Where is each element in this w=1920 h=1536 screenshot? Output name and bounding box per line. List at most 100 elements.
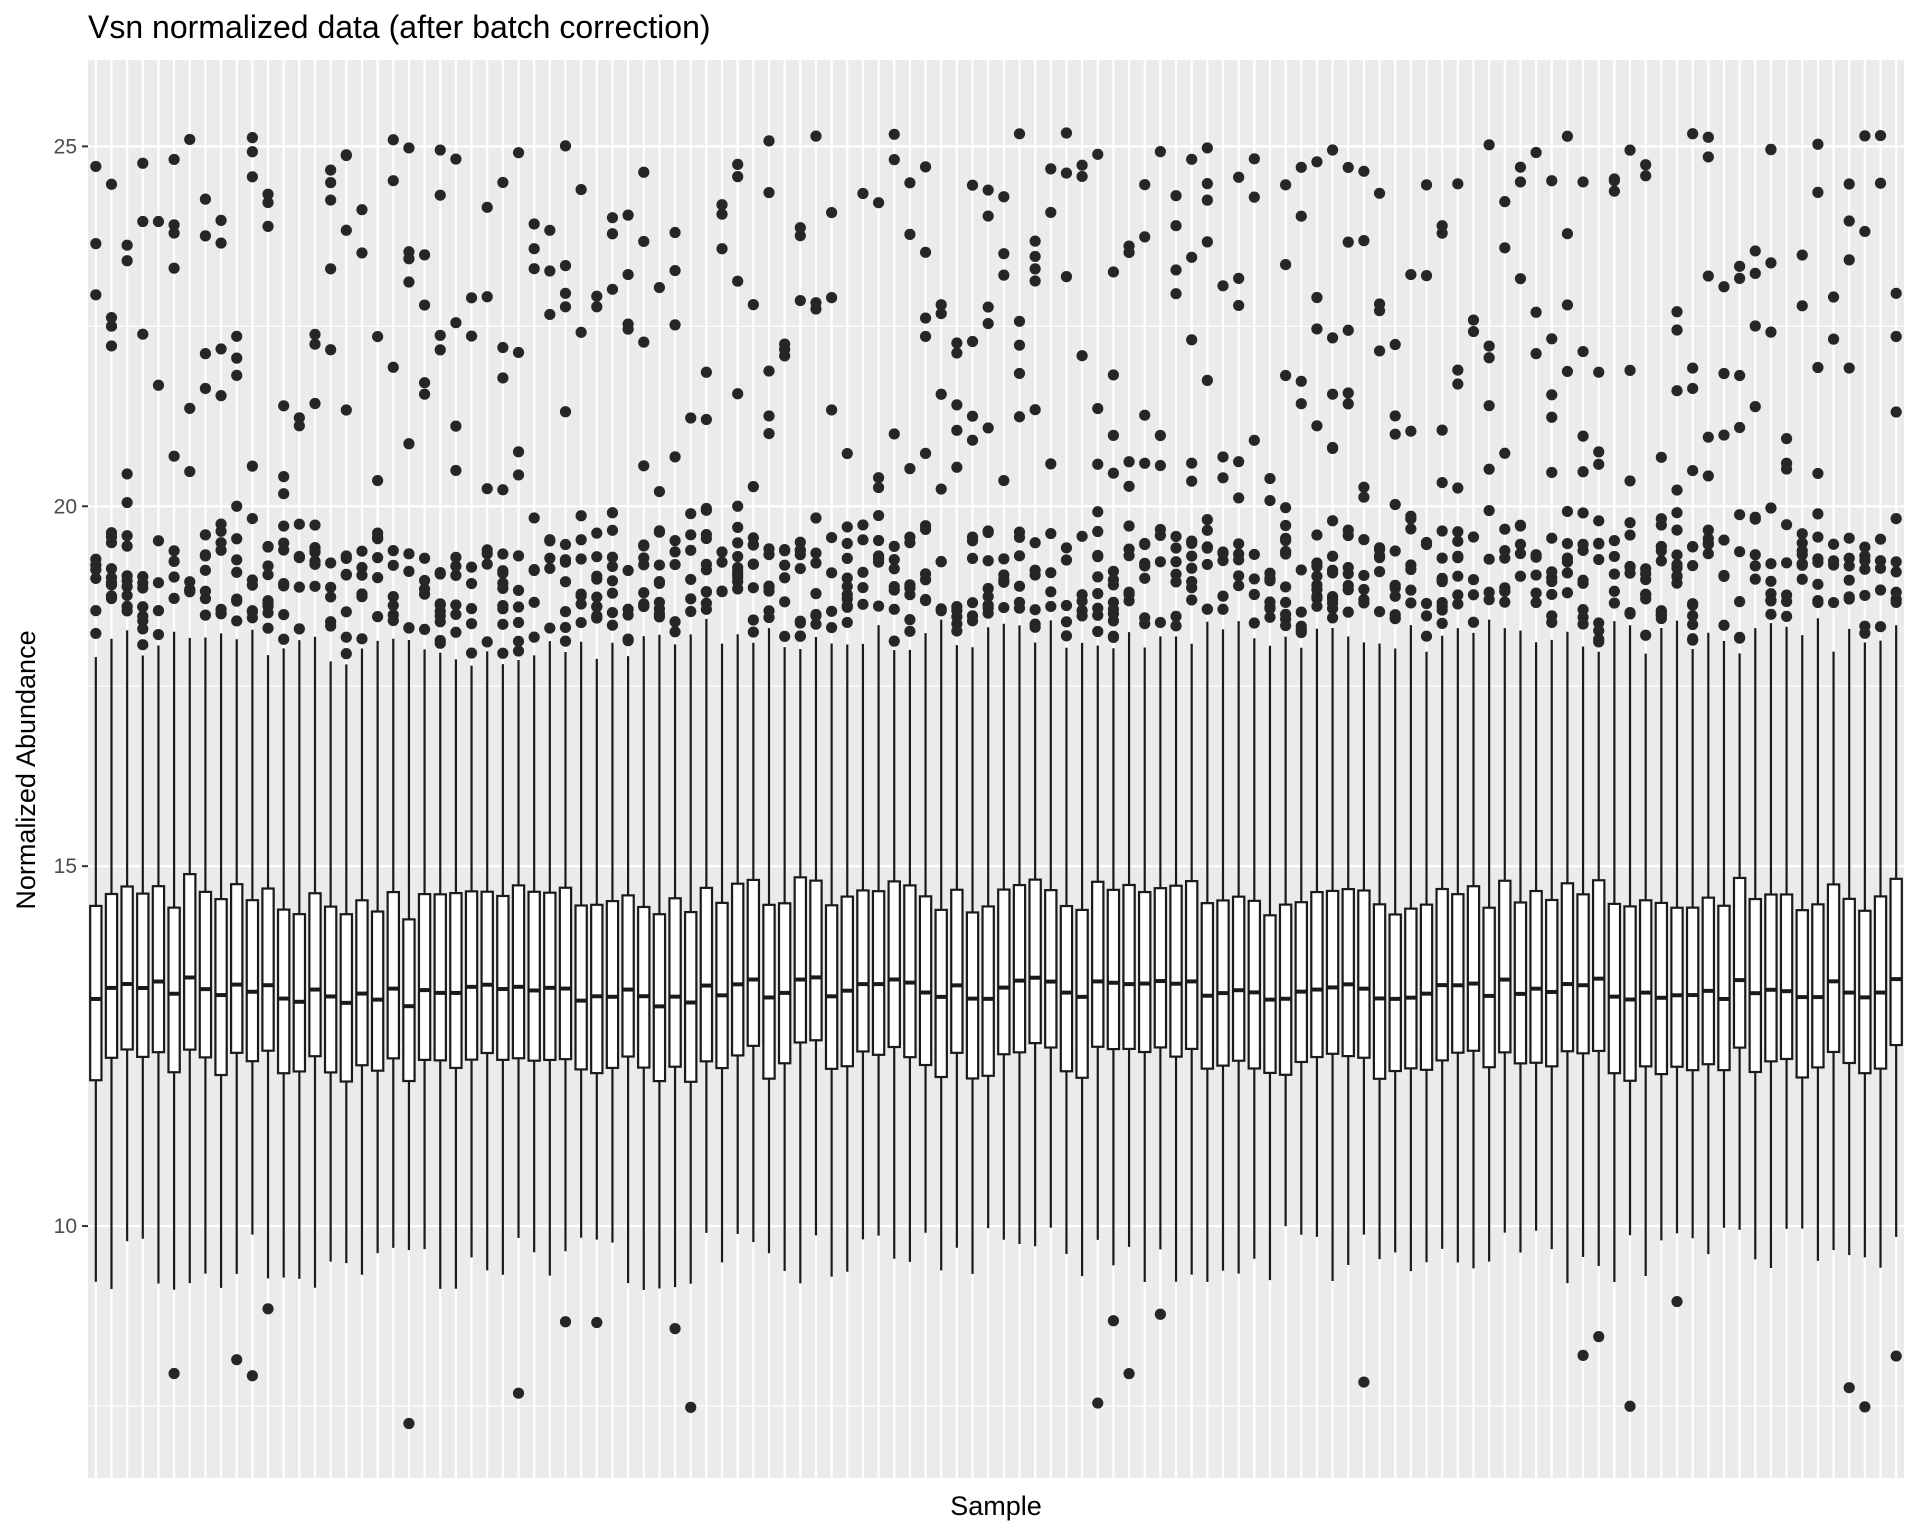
box-iqr (887, 880, 901, 1049)
outlier-point (1608, 185, 1620, 197)
outlier-point (1217, 554, 1229, 567)
outlier-point (1342, 606, 1354, 618)
box-iqr (605, 900, 620, 1070)
outlier-point (1029, 537, 1041, 549)
outlier-point (325, 164, 337, 176)
outlier-point (1546, 466, 1558, 479)
outlier-point (1233, 492, 1245, 504)
outlier-point (700, 366, 712, 378)
outlier-point (137, 623, 149, 635)
outlier-point (1420, 270, 1433, 282)
outlier-point (1123, 1368, 1135, 1380)
outlier-point (1170, 288, 1182, 300)
outlier-point (1499, 544, 1511, 557)
outlier-point (888, 553, 900, 566)
outlier-point (481, 636, 493, 648)
outlier-point (904, 531, 916, 543)
outlier-point (638, 235, 650, 248)
box-iqr (308, 892, 322, 1058)
box-iqr (1529, 889, 1543, 1064)
outlier-point (1859, 627, 1871, 639)
outlier-point (1311, 323, 1323, 335)
outlier-point (1342, 568, 1354, 580)
outlier-point (1780, 519, 1793, 531)
outlier-point (1593, 553, 1605, 566)
outlier-point (1358, 569, 1370, 582)
outlier-point (1796, 537, 1808, 549)
box-iqr (402, 918, 416, 1083)
outlier-point (1076, 170, 1088, 183)
box-iqr (840, 895, 855, 1068)
outlier-point (622, 209, 634, 221)
outlier-point (1561, 299, 1574, 311)
sample-box (527, 218, 541, 1253)
outlier-point (1436, 424, 1448, 436)
outlier-point (1186, 457, 1198, 469)
outlier-point (1890, 513, 1902, 525)
box-iqr (1357, 889, 1371, 1059)
outlier-point (1577, 577, 1589, 589)
outlier-point (231, 1354, 243, 1366)
outlier-point (575, 553, 587, 565)
outlier-point (1311, 291, 1323, 304)
outlier-point (1687, 362, 1699, 374)
sample-box (1028, 235, 1042, 1247)
outlier-point (935, 388, 947, 400)
sample-box (151, 215, 166, 1284)
outlier-point (512, 469, 525, 481)
sample-box (871, 197, 886, 1236)
outlier-point (732, 537, 744, 549)
outlier-point (1890, 406, 1902, 418)
outlier-point (1405, 584, 1417, 596)
outlier-point (1139, 560, 1151, 572)
outlier-point (512, 346, 525, 359)
outlier-point (826, 292, 838, 304)
outlier-point (418, 552, 431, 564)
outlier-point (872, 472, 885, 484)
outlier-point (1092, 1397, 1104, 1409)
outlier-point (309, 397, 321, 410)
outlier-point (1874, 533, 1887, 545)
outlier-point (1280, 369, 1292, 382)
outlier-point (1358, 1376, 1370, 1388)
outlier-point (450, 626, 462, 638)
outlier-point (669, 616, 681, 628)
outlier-point (559, 554, 572, 566)
outlier-point (105, 320, 118, 332)
outlier-point (325, 557, 337, 569)
outlier-point (1280, 534, 1292, 547)
outlier-point (309, 541, 321, 554)
outlier-point (1593, 1331, 1605, 1343)
outlier-point (1170, 576, 1182, 588)
outlier-point (528, 243, 540, 255)
outlier-point (528, 512, 540, 524)
sample-box (1466, 314, 1481, 1269)
outlier-point (1640, 159, 1652, 171)
outlier-point (1358, 583, 1370, 596)
box-iqr (511, 884, 526, 1060)
outlier-point (1546, 389, 1558, 401)
outlier-point (1655, 513, 1667, 525)
outlier-point (1217, 472, 1229, 484)
outlier-point (1655, 540, 1667, 553)
outlier-point (497, 603, 509, 615)
outlier-point (732, 171, 744, 183)
outlier-point (512, 635, 525, 647)
outlier-point (1843, 552, 1855, 564)
box-iqr (1012, 883, 1027, 1054)
outlier-point (309, 328, 321, 341)
outlier-point (1420, 538, 1433, 551)
outlier-point (1389, 428, 1401, 440)
outlier-point (121, 239, 133, 251)
sample-box (574, 183, 588, 1238)
outlier-point (857, 519, 869, 531)
outlier-point (1405, 510, 1417, 522)
outlier-point (1671, 559, 1683, 571)
outlier-point (418, 388, 431, 400)
outlier-point (137, 610, 149, 622)
outlier-point (1280, 502, 1292, 514)
outlier-point (1092, 602, 1104, 614)
outlier-point (1765, 257, 1777, 269)
outlier-point (481, 558, 493, 570)
outlier-point (1812, 361, 1824, 374)
